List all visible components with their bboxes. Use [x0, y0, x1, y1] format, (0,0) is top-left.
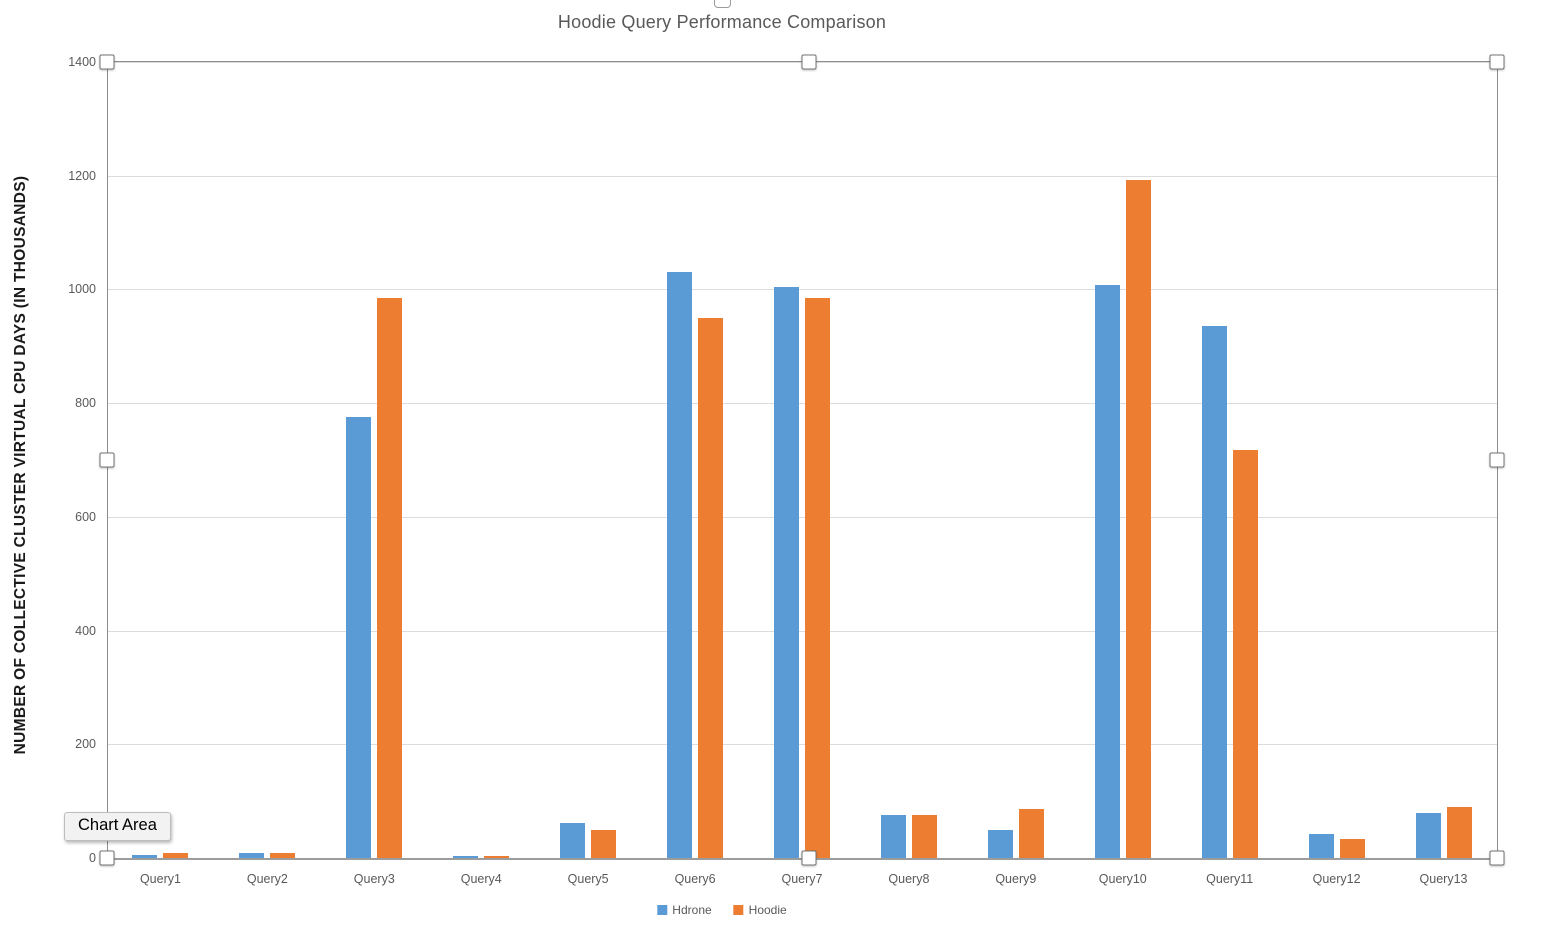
gridline-600 — [107, 516, 1497, 518]
x-label-query1[interactable]: Query1 — [139, 872, 181, 886]
x-label-query13[interactable]: Query13 — [1419, 872, 1468, 886]
bar-hoodie-query3[interactable] — [377, 297, 403, 858]
x-label-query2[interactable]: Query2 — [246, 872, 288, 886]
bar-hdrone-query6[interactable] — [667, 272, 693, 858]
plot-area[interactable] — [107, 62, 1497, 858]
gridline-200 — [107, 744, 1497, 746]
selection-handle-mid-right[interactable] — [1489, 452, 1505, 468]
chart-title[interactable]: Hoodie Query Performance Comparison — [557, 12, 887, 32]
legend-item-hdrone[interactable]: Hdrone — [657, 903, 712, 917]
gridline-400 — [107, 630, 1497, 632]
legend-swatch-hoodie — [733, 905, 744, 915]
bar-hoodie-query7[interactable] — [805, 297, 830, 858]
bar-hoodie-query10[interactable] — [1125, 179, 1151, 858]
y-tick-label-400[interactable]: 400 — [75, 623, 96, 638]
bar-hdrone-query5[interactable] — [560, 822, 586, 858]
legend-label-hdrone: Hdrone — [672, 903, 712, 917]
bar-hdrone-query9[interactable] — [987, 829, 1013, 858]
bar-hdrone-query11[interactable] — [1201, 326, 1227, 858]
bar-hdrone-query13[interactable] — [1415, 812, 1441, 858]
y-tick-label-1400[interactable]: 1400 — [68, 55, 96, 69]
gridline-800 — [107, 403, 1497, 405]
selection-handle-bottom-left[interactable] — [99, 850, 115, 866]
selection-handle-bottom-right[interactable] — [1489, 850, 1505, 866]
legend-item-hoodie[interactable]: Hoodie — [733, 903, 787, 917]
gridline-1000 — [107, 289, 1497, 291]
x-label-query7[interactable]: Query7 — [781, 872, 823, 886]
x-label-query11[interactable]: Query11 — [1206, 872, 1254, 886]
selection-handle-top-left[interactable] — [99, 54, 115, 70]
bar-hoodie-query8[interactable] — [911, 815, 937, 858]
gridline-1200 — [107, 175, 1497, 177]
x-label-query10[interactable]: Query10 — [1098, 872, 1147, 886]
bar-hdrone-query10[interactable] — [1094, 284, 1120, 858]
x-label-query4[interactable]: Query4 — [460, 872, 502, 886]
x-label-query6[interactable]: Query6 — [674, 872, 716, 886]
selection-handle-mid-left[interactable] — [99, 452, 115, 468]
y-tick-label-600[interactable]: 600 — [75, 509, 96, 524]
bar-hdrone-query3[interactable] — [346, 417, 372, 858]
bar-hdrone-query1[interactable] — [132, 855, 158, 858]
x-label-query8[interactable]: Query8 — [888, 872, 930, 886]
bar-hdrone-query8[interactable] — [880, 815, 906, 858]
bar-hoodie-query2[interactable] — [270, 852, 296, 858]
selection-handle-top-center[interactable] — [801, 54, 817, 70]
legend: Hdrone Hoodie — [657, 903, 787, 917]
y-tick-label-0[interactable]: 0 — [89, 851, 96, 865]
y-axis-title[interactable]: NUMBER OF COLLECTIVE CLUSTER VIRTUAL CPU… — [12, 175, 29, 755]
bar-hdrone-query4[interactable] — [453, 855, 479, 858]
y-tick-label-1000[interactable]: 1000 — [68, 282, 96, 297]
bar-hoodie-query1[interactable] — [163, 852, 189, 858]
legend-label-hoodie: Hoodie — [748, 903, 787, 917]
bar-hoodie-query12[interactable] — [1339, 839, 1365, 858]
chart-area-tooltip: Chart Area — [64, 812, 171, 841]
bar-hoodie-query13[interactable] — [1446, 807, 1472, 858]
bar-hdrone-query2[interactable] — [239, 852, 265, 858]
selection-handle-top-right[interactable] — [1489, 54, 1505, 70]
bar-hoodie-query6[interactable] — [698, 317, 724, 858]
x-label-query12[interactable]: Query12 — [1312, 872, 1361, 886]
x-label-query3[interactable]: Query3 — [353, 872, 395, 886]
selection-handle-bottom-center[interactable] — [801, 850, 817, 866]
x-label-query9[interactable]: Query9 — [995, 872, 1037, 886]
y-tick-label-800[interactable]: 800 — [75, 396, 96, 411]
y-tick-label-200[interactable]: 200 — [75, 737, 96, 752]
bar-hoodie-query11[interactable] — [1232, 449, 1258, 858]
bar-hdrone-query12[interactable] — [1308, 834, 1334, 858]
bar-hoodie-query5[interactable] — [591, 829, 617, 858]
legend-swatch-hdrone — [657, 905, 668, 915]
bar-hoodie-query4[interactable] — [484, 855, 510, 858]
y-tick-label-1200[interactable]: 1200 — [68, 168, 96, 183]
x-label-query5[interactable]: Query5 — [567, 872, 609, 886]
bar-hoodie-query9[interactable] — [1018, 808, 1044, 858]
bar-hdrone-query7[interactable] — [774, 286, 799, 858]
chart-selection-handle-top[interactable] — [714, 0, 731, 8]
